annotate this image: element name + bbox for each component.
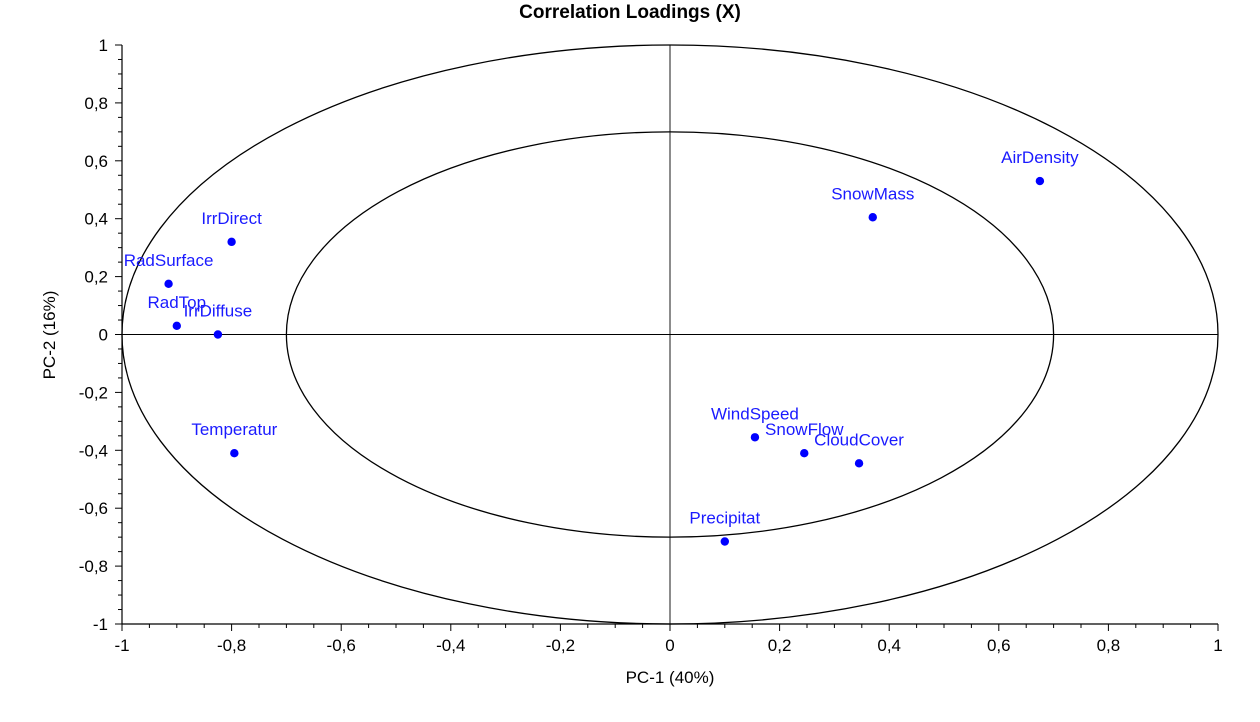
data-point-label: Precipitat bbox=[689, 508, 760, 527]
data-point bbox=[164, 279, 173, 289]
ticks-group: -1 -0,8 -0,6 -0,4 -0,2 0 0,2 0,4 0,6 0,8 1 1 0,8 0,6 0… bbox=[79, 36, 1223, 655]
data-point-label: AirDensity bbox=[1001, 148, 1079, 167]
y-tick-label: 0 bbox=[99, 326, 108, 345]
y-tick-label: -0,6 bbox=[79, 499, 108, 518]
data-point-label: WindSpeed bbox=[711, 404, 799, 423]
x-tick-label: -0,6 bbox=[327, 636, 356, 655]
x-tick-label: 0,6 bbox=[987, 636, 1011, 655]
x-tick-label: 0,8 bbox=[1097, 636, 1121, 655]
data-point bbox=[172, 321, 181, 331]
data-point-label: RadTop bbox=[147, 293, 206, 312]
y-tick-label: 0,2 bbox=[84, 268, 108, 287]
x-tick-label: -0,8 bbox=[217, 636, 246, 655]
axes-group bbox=[121, 45, 1218, 625]
x-tick-label: -0,4 bbox=[436, 636, 465, 655]
points-group: AirDensity SnowMass IrrDirect RadSurface Rad… bbox=[124, 148, 1079, 546]
y-axis-title: PC-2 (16%) bbox=[40, 291, 59, 380]
chart-title: Correlation Loadings (X) bbox=[519, 2, 741, 23]
x-axis-title: PC-1 (40%) bbox=[626, 668, 715, 687]
y-tick-label: -0,4 bbox=[79, 441, 108, 460]
data-point bbox=[720, 537, 729, 546]
x-tick-label: 0,2 bbox=[768, 636, 792, 655]
x-tick-label: -0,2 bbox=[546, 636, 575, 655]
x-tick-label: 0 bbox=[665, 636, 674, 655]
data-point bbox=[868, 213, 877, 222]
data-point-label: Temperatur bbox=[191, 420, 277, 439]
data-point bbox=[213, 330, 223, 339]
data-point bbox=[854, 459, 864, 468]
data-point bbox=[227, 237, 236, 247]
data-point bbox=[750, 433, 760, 442]
x-tick-label: -1 bbox=[114, 636, 129, 655]
data-point-label: IrrDirect bbox=[201, 209, 262, 228]
data-point-label: SnowMass bbox=[831, 184, 914, 203]
y-tick-label: -0,8 bbox=[79, 557, 108, 576]
data-point-label: CloudCover bbox=[814, 430, 904, 449]
y-tick-label: 0,8 bbox=[84, 94, 108, 113]
x-tick-label: 1 bbox=[1213, 636, 1222, 655]
y-tick-label: -0,2 bbox=[79, 383, 108, 402]
data-point-label: RadSurface bbox=[124, 251, 214, 270]
y-tick-label: 0,4 bbox=[84, 210, 108, 229]
y-tick-label: -1 bbox=[93, 615, 108, 634]
y-tick-label: 1 bbox=[99, 36, 108, 55]
y-tick-label: 0,6 bbox=[84, 152, 108, 171]
data-point-label: SnowFlow bbox=[765, 420, 844, 439]
data-point-label: IrrDiffuse bbox=[184, 302, 253, 321]
data-point bbox=[230, 448, 239, 458]
x-tick-label: 0,4 bbox=[877, 636, 901, 655]
data-point bbox=[800, 448, 809, 458]
data-point bbox=[1035, 176, 1045, 186]
